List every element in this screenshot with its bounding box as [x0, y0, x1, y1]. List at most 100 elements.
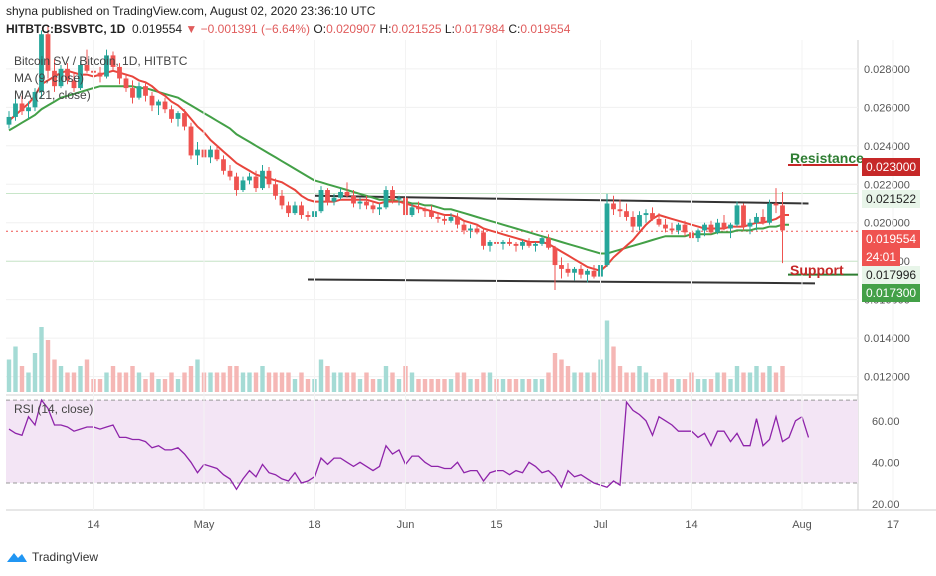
candle-body	[747, 222, 753, 227]
support-annotation: Support	[790, 262, 844, 278]
candle-body	[533, 243, 538, 246]
candle-body	[552, 247, 558, 266]
volume-bar	[552, 353, 558, 392]
candle-body	[708, 224, 714, 233]
volume-bar	[188, 366, 194, 392]
volume-bar	[461, 372, 467, 392]
volume-bar	[195, 359, 200, 392]
candle-body	[13, 103, 18, 117]
volume-bar	[331, 372, 337, 392]
candle-body	[442, 218, 447, 221]
volume-bar	[481, 372, 486, 392]
volume-bar	[292, 379, 298, 392]
low-value: 0.017984	[454, 22, 505, 36]
candle-body	[240, 180, 246, 191]
volume-bar	[104, 372, 109, 392]
volume-bar	[650, 379, 655, 392]
volume-bar	[611, 346, 616, 392]
candle-body	[305, 215, 311, 217]
volume-bar	[507, 379, 512, 392]
volume-bar	[721, 372, 727, 392]
volume-bar	[39, 327, 44, 392]
candle-body	[728, 224, 733, 229]
candle-body	[682, 224, 688, 233]
candle-body	[377, 207, 382, 210]
candle-body	[656, 218, 662, 225]
candle-body	[6, 116, 12, 125]
volume-bar	[416, 379, 421, 392]
volume-bar	[533, 379, 538, 392]
candle-body	[474, 228, 480, 233]
candle-body	[130, 88, 135, 98]
volume-bar	[65, 372, 70, 392]
candle-body	[247, 176, 252, 181]
volume-bar	[299, 372, 304, 392]
volume-bar	[728, 379, 733, 392]
candle-body	[253, 176, 259, 189]
price-tick-label: 0.026000	[864, 102, 910, 114]
volume-bar	[253, 372, 259, 392]
volume-bar	[565, 366, 571, 392]
candle-body	[331, 197, 337, 202]
volume-bar	[630, 372, 636, 392]
candle-body	[734, 205, 740, 225]
footer-brand[interactable]: TradingView	[6, 550, 98, 564]
candle-body	[175, 113, 181, 119]
volume-bar	[741, 372, 746, 392]
candle-body	[695, 230, 701, 239]
candle-body	[123, 78, 129, 89]
candle-body	[559, 265, 564, 269]
candle-body	[409, 207, 415, 216]
volume-bar	[702, 379, 707, 392]
volume-bar	[52, 359, 57, 392]
candle-body	[234, 176, 239, 191]
volume-bar	[357, 379, 363, 392]
candle-body	[383, 190, 389, 208]
candle-body	[468, 228, 473, 231]
price-tick-label: 0.020000	[864, 218, 910, 230]
candle-body	[84, 65, 90, 71]
volume-bar	[175, 379, 181, 392]
volume-bar	[754, 366, 759, 392]
volume-bar	[773, 372, 779, 392]
volume-bar	[760, 372, 766, 392]
volume-bar	[143, 379, 148, 392]
candle-body	[136, 86, 142, 98]
candle-body	[344, 191, 350, 196]
volume-bar	[591, 372, 597, 392]
candle-body	[58, 68, 64, 87]
volume-bar	[383, 366, 389, 392]
candle-body	[182, 113, 187, 127]
rsi-band	[6, 400, 858, 484]
price-tick-label: 0.024000	[864, 141, 910, 153]
candle-body	[702, 224, 707, 231]
price-tick-label: 0.014000	[864, 333, 910, 345]
candle-body	[325, 190, 330, 202]
candle-body	[97, 72, 103, 77]
volume-bar	[58, 366, 64, 392]
volume-bar	[734, 366, 740, 392]
rsi-tick-label: 60.00	[872, 416, 900, 428]
candle-body	[162, 101, 168, 110]
candle-body	[754, 216, 759, 223]
candle-body	[721, 222, 727, 229]
resistance-annotation: Resistance	[790, 150, 864, 166]
candle-body	[188, 126, 194, 156]
candle-body	[143, 86, 148, 96]
symbol-info: HITBTC:BSVBTC, 1D 0.019554 ▼ −0.001391 (…	[6, 22, 570, 36]
candle-body	[643, 213, 649, 216]
time-tick-label: 17	[887, 519, 899, 531]
volume-bar	[396, 379, 402, 392]
candle-body	[19, 103, 25, 112]
volume-bar	[695, 379, 701, 392]
candle-body	[214, 149, 220, 160]
rsi-line	[8, 398, 810, 491]
candle-body	[260, 170, 265, 189]
candle-body	[780, 205, 785, 231]
candle-body	[487, 241, 493, 246]
volume-bar	[279, 372, 285, 392]
candle-body	[604, 203, 610, 266]
volume-bar	[539, 379, 545, 392]
volume-bar	[559, 359, 564, 392]
